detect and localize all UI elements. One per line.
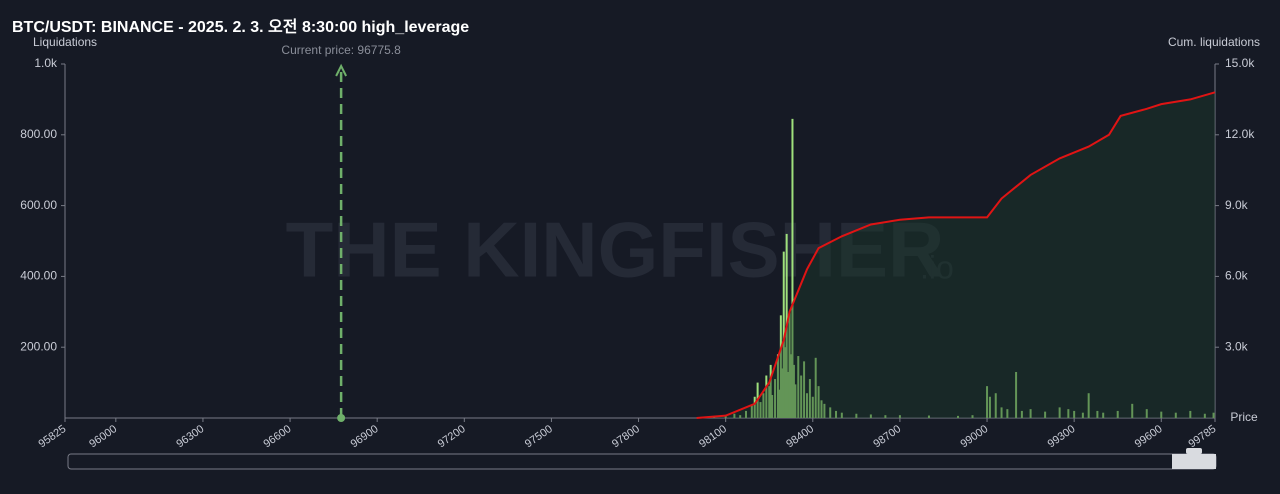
bar — [759, 402, 762, 418]
bar — [768, 386, 771, 418]
bar — [803, 361, 806, 418]
bar — [1058, 407, 1061, 418]
bar — [787, 371, 790, 418]
bar — [805, 393, 808, 418]
bar — [1131, 403, 1134, 418]
bar — [771, 394, 774, 418]
bar — [769, 364, 772, 418]
bar — [869, 414, 872, 418]
bar — [855, 413, 858, 418]
bar — [782, 251, 785, 418]
bar — [1000, 407, 1003, 418]
y-tick-label: 600.00 — [20, 198, 57, 212]
current-price-label: Current price: 96775.8 — [281, 43, 401, 57]
bar — [898, 415, 901, 418]
bar — [988, 396, 991, 418]
bar — [840, 412, 843, 418]
scroll-handle[interactable] — [1186, 448, 1202, 454]
bar — [986, 386, 989, 418]
bar — [808, 379, 811, 418]
current-price-arrow — [335, 63, 348, 77]
bar — [750, 405, 753, 418]
bar — [784, 347, 787, 418]
y-tick-label: 400.00 — [20, 269, 57, 283]
bar — [1020, 410, 1023, 418]
watermark-text: THE KINGFISHER — [286, 206, 945, 294]
y-axis-label: Liquidations — [33, 35, 97, 49]
bar — [1212, 412, 1215, 418]
bar — [1189, 410, 1192, 418]
bar — [1116, 410, 1119, 418]
bar — [1174, 412, 1177, 418]
bar — [823, 403, 826, 418]
bar — [794, 384, 797, 418]
bar — [1015, 371, 1018, 418]
bar — [829, 407, 832, 418]
y-tick-label: 200.00 — [20, 339, 57, 353]
bar — [791, 118, 794, 419]
bar — [994, 393, 997, 418]
bar — [788, 311, 791, 418]
bar — [1081, 412, 1084, 418]
bar — [814, 357, 817, 418]
scroll-thumb[interactable] — [1172, 454, 1216, 469]
bar — [797, 356, 800, 418]
y2-tick-label: 9.0k — [1225, 198, 1249, 212]
bar — [1029, 409, 1032, 418]
y-tick-label: 1.0k — [34, 56, 58, 70]
watermark-suffix: .io — [920, 249, 954, 285]
bar — [753, 396, 756, 418]
x-axis-label: Price — [1230, 410, 1258, 424]
bar — [781, 368, 784, 418]
bar — [971, 415, 974, 418]
bar — [778, 389, 781, 418]
bar — [884, 415, 887, 418]
bar — [762, 393, 765, 418]
bar — [765, 375, 768, 418]
bar — [1203, 413, 1206, 418]
bar — [800, 375, 803, 418]
bar — [835, 410, 838, 418]
y-tick-label: 800.00 — [20, 127, 57, 141]
cumulative-area — [696, 92, 1215, 418]
bar — [1006, 409, 1009, 418]
bar — [817, 386, 820, 418]
current-price-dot — [337, 414, 346, 422]
bar — [779, 315, 782, 418]
bar — [1102, 412, 1105, 418]
y2-tick-label: 12.0k — [1225, 127, 1255, 141]
bar — [792, 364, 795, 418]
bar — [744, 410, 747, 418]
scrollbar[interactable] — [67, 448, 1217, 470]
bar — [927, 415, 930, 418]
chart-title: BTC/USDT: BINANCE - 2025. 2. 3. 오전 8:30:… — [12, 18, 469, 36]
bar — [1145, 409, 1148, 418]
bar — [1160, 411, 1163, 418]
bar — [956, 415, 959, 418]
bar — [1067, 409, 1070, 418]
bar — [1096, 410, 1099, 418]
bar — [774, 379, 777, 418]
bar — [776, 354, 779, 418]
y2-axis-label: Cum. liquidations — [1168, 35, 1260, 49]
y2-tick-label: 6.0k — [1225, 269, 1249, 283]
bar — [724, 415, 727, 418]
cumulative-line — [696, 91, 1216, 419]
bar — [733, 413, 736, 418]
y2-tick-label: 15.0k — [1225, 56, 1255, 70]
bar — [1044, 411, 1047, 418]
bar — [820, 400, 823, 418]
bar — [811, 396, 814, 418]
bar — [739, 415, 742, 418]
bar — [1087, 393, 1090, 418]
watermark: THE KINGFISHER .io — [286, 206, 954, 294]
y2-tick-label: 3.0k — [1225, 339, 1249, 353]
bar — [790, 354, 793, 418]
bar — [1073, 410, 1076, 418]
